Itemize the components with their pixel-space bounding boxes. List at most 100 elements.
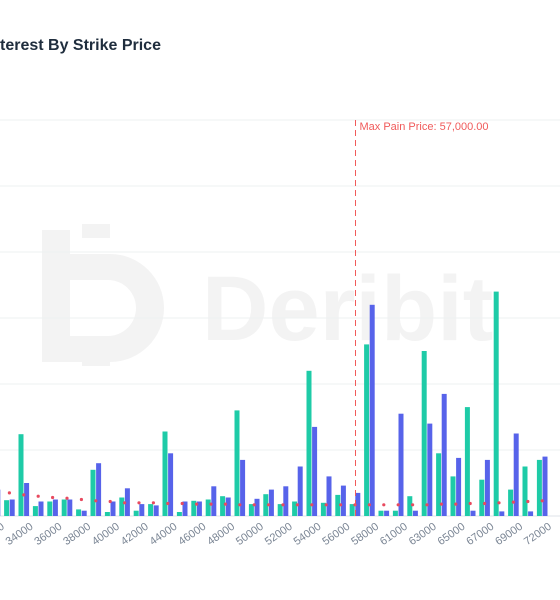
notional-dot: [367, 503, 371, 507]
put-bar[interactable]: [196, 501, 202, 517]
notional-dot: [195, 502, 199, 506]
call-bar[interactable]: [47, 501, 53, 517]
call-bar[interactable]: [162, 431, 168, 517]
call-bar[interactable]: [263, 494, 269, 516]
put-bar[interactable]: [470, 510, 476, 516]
x-tick-label: 52000: [263, 521, 295, 548]
put-bar[interactable]: [81, 510, 87, 516]
put-bar[interactable]: [297, 466, 303, 517]
call-bar[interactable]: [32, 506, 38, 516]
call-bar[interactable]: [493, 291, 499, 516]
call-bar[interactable]: [176, 512, 182, 516]
put-bar[interactable]: [110, 501, 116, 517]
x-tick-label: 63000: [407, 521, 439, 548]
put-bar[interactable]: [499, 511, 505, 516]
notional-dot: [123, 501, 127, 505]
notional-dot: [468, 501, 472, 506]
notional-dot: [339, 503, 343, 507]
put-bar[interactable]: [225, 497, 231, 517]
call-bar[interactable]: [248, 504, 254, 516]
call-bar[interactable]: [320, 502, 326, 516]
call-bar[interactable]: [4, 500, 10, 516]
call-bar[interactable]: [148, 504, 154, 516]
put-bar[interactable]: [542, 456, 548, 516]
put-bar[interactable]: [355, 492, 361, 516]
put-bar[interactable]: [528, 511, 534, 516]
call-bar[interactable]: [464, 407, 470, 516]
call-bar[interactable]: [292, 501, 298, 517]
call-bar[interactable]: [536, 459, 542, 516]
call-bar[interactable]: [76, 509, 82, 516]
put-bar[interactable]: [153, 505, 159, 516]
put-bar[interactable]: [38, 501, 44, 517]
put-bar[interactable]: [513, 433, 519, 517]
put-bar[interactable]: [441, 393, 447, 516]
x-tick-label: 72000: [522, 521, 554, 548]
x-tick-label: 34000: [4, 521, 36, 548]
put-bar[interactable]: [398, 413, 404, 516]
call-bar[interactable]: [378, 510, 384, 516]
call-bar[interactable]: [407, 496, 413, 516]
put-bar[interactable]: [254, 498, 260, 516]
put-bar[interactable]: [340, 485, 346, 516]
call-bar[interactable]: [450, 476, 456, 516]
x-tick-label: 67000: [464, 521, 496, 548]
call-bar[interactable]: [119, 497, 125, 517]
call-bar[interactable]: [364, 344, 370, 516]
deribit-logo-icon: [42, 224, 164, 366]
call-bar[interactable]: [277, 504, 283, 516]
notional-dot: [483, 501, 487, 506]
notional-dot: [79, 497, 83, 502]
call-bar[interactable]: [61, 499, 67, 517]
put-bar[interactable]: [124, 488, 130, 516]
call-bar[interactable]: [522, 466, 528, 517]
put-bar[interactable]: [456, 457, 462, 516]
call-bar[interactable]: [392, 510, 398, 516]
notional-dot: [65, 496, 69, 500]
put-bar[interactable]: [9, 499, 15, 517]
put-bar[interactable]: [67, 499, 73, 517]
call-bar[interactable]: [18, 434, 24, 516]
put-bar[interactable]: [182, 501, 188, 517]
put-bar[interactable]: [384, 510, 390, 516]
put-bar[interactable]: [326, 476, 332, 516]
put-bar[interactable]: [312, 426, 318, 516]
call-bar[interactable]: [104, 512, 110, 516]
call-bar[interactable]: [436, 453, 442, 516]
put-bar[interactable]: [412, 510, 418, 516]
put-bar[interactable]: [369, 304, 375, 516]
call-bar[interactable]: [306, 370, 312, 516]
notional-dot: [540, 499, 544, 503]
watermark: Deribit: [42, 224, 493, 366]
call-bar[interactable]: [508, 489, 514, 516]
call-bar[interactable]: [421, 351, 427, 516]
call-bar[interactable]: [220, 496, 226, 516]
put-bar[interactable]: [484, 459, 490, 516]
put-bar[interactable]: [240, 459, 246, 516]
call-bar[interactable]: [335, 494, 341, 516]
call-bar[interactable]: [191, 500, 197, 516]
put-bar[interactable]: [52, 499, 58, 517]
call-bar[interactable]: [349, 504, 355, 516]
notional-dot: [324, 503, 328, 507]
x-tick-label: 48000: [205, 521, 237, 548]
put-bar[interactable]: [96, 463, 102, 516]
call-bar[interactable]: [234, 410, 240, 516]
call-bar[interactable]: [205, 499, 211, 517]
notional-dot: [310, 503, 314, 507]
notional-dot: [22, 493, 26, 497]
notional-dot: [108, 499, 112, 504]
call-bar[interactable]: [133, 510, 139, 516]
notional-dot: [166, 501, 170, 506]
max-pain-label: Max Pain Price: 57,000.00: [360, 121, 489, 133]
put-bar[interactable]: [139, 504, 145, 516]
call-bar[interactable]: [90, 469, 96, 516]
put-bar[interactable]: [268, 489, 274, 516]
put-bar[interactable]: [427, 423, 433, 516]
put-bar[interactable]: [24, 483, 30, 516]
put-bar[interactable]: [168, 453, 174, 516]
put-bar[interactable]: [211, 486, 217, 516]
call-bar[interactable]: [479, 479, 485, 516]
put-bar[interactable]: [283, 486, 289, 516]
